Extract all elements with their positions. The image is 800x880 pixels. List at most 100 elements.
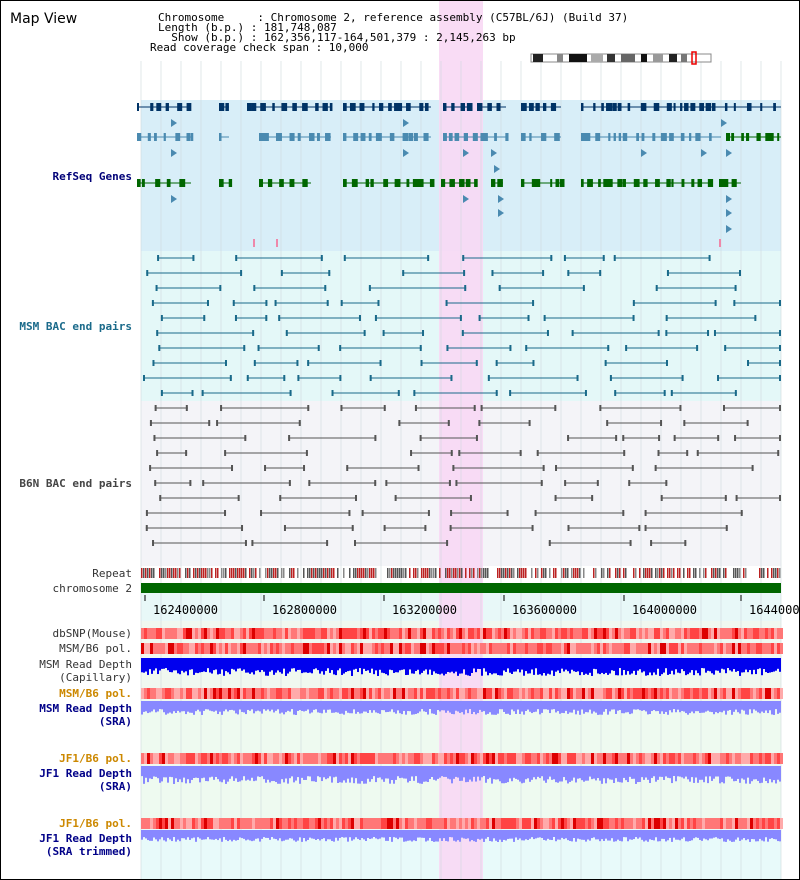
heat-strip-cell (342, 688, 345, 699)
read-depth-bar (341, 766, 343, 783)
repeat-mark (175, 568, 177, 578)
read-depth-bar (623, 830, 625, 838)
heat-strip-cell (456, 643, 459, 654)
read-depth-bar (459, 701, 461, 713)
bac-pair-end (251, 540, 254, 546)
heat-strip-cell (660, 753, 663, 764)
read-depth-bar (777, 658, 779, 669)
heat-strip-cell (546, 643, 549, 654)
track-label-dbsnp[interactable]: dbSNP(Mouse) (52, 627, 132, 640)
read-depth-bar (715, 766, 717, 777)
read-depth-bar (281, 830, 283, 842)
track-label-jf1-depth-sra[interactable]: JF1 Read Depth (39, 767, 132, 780)
bac-pair-end (495, 360, 498, 366)
heat-strip-cell (267, 643, 270, 654)
read-depth-bar (523, 658, 525, 676)
heat-strip-cell (246, 753, 249, 764)
read-depth-bar (521, 766, 523, 784)
heat-strip-cell (213, 628, 216, 639)
heat-strip-cell (300, 818, 303, 829)
read-depth-bar (227, 701, 229, 712)
heat-strip-cell (477, 628, 480, 639)
read-depth-bar (463, 658, 465, 670)
track-label-b6n-bac[interactable]: B6N BAC end pairs (19, 477, 132, 490)
read-depth-bar (339, 766, 341, 783)
heat-strip-cell (636, 688, 639, 699)
heat-strip-cell (720, 643, 723, 654)
repeat-mark (425, 568, 427, 578)
read-depth-bar (647, 658, 649, 676)
track-label-msm-b6-pol[interactable]: MSM/B6 pol. (59, 642, 132, 655)
read-depth-bar (487, 830, 489, 838)
read-depth-bar (389, 658, 391, 670)
read-depth-bar (709, 766, 711, 777)
heat-strip-cell (621, 753, 624, 764)
heat-strip-cell (519, 688, 522, 699)
bac-pair-end (153, 435, 156, 441)
repeat-mark (601, 568, 603, 578)
read-depth-bar (513, 701, 515, 712)
heat-strip-cell (360, 643, 363, 654)
read-depth-bar (159, 830, 161, 840)
track-label-refseq[interactable]: RefSeq Genes (52, 170, 132, 183)
read-depth-bar (277, 766, 279, 784)
bac-pair-end (567, 525, 570, 531)
read-depth-bar (365, 658, 367, 671)
read-depth-bar (181, 658, 183, 671)
read-depth-bar (771, 830, 773, 839)
read-depth-bar (619, 830, 621, 841)
heat-strip-cell (627, 753, 630, 764)
heat-strip-cell (444, 818, 447, 829)
gene-exon (417, 179, 424, 187)
repeat-mark (635, 568, 637, 578)
bac-pair-end (278, 315, 281, 321)
read-depth-bar (233, 830, 235, 840)
read-depth-bar (715, 658, 717, 671)
heat-strip-cell (372, 688, 375, 699)
read-depth-bar (385, 830, 387, 841)
heat-strip-cell (339, 753, 342, 764)
read-depth-bar (479, 830, 481, 840)
read-depth-bar (657, 658, 659, 669)
read-depth-bar (285, 766, 287, 779)
read-depth-bar (657, 701, 659, 712)
gene-exon (424, 103, 429, 111)
repeat-mark (517, 568, 519, 578)
track-label-msm-depth-cap[interactable]: MSM Read Depth (39, 658, 132, 671)
repeat-mark (525, 568, 527, 578)
gene-exon (773, 103, 776, 111)
read-depth-bar (343, 701, 345, 715)
track-label-msm-b6-pol-2[interactable]: MSM/B6 pol. (59, 687, 132, 700)
heat-strip-cell (660, 818, 663, 829)
repeat-mark (479, 568, 481, 578)
bac-pair-end (234, 315, 237, 321)
track-label-jf1-b6-pol[interactable]: JF1/B6 pol. (59, 752, 132, 765)
track-label-jf1-b6-pol-2[interactable]: JF1/B6 pol. (59, 817, 132, 830)
heat-strip-cell (747, 818, 750, 829)
track-label-jf1-depth-trim[interactable]: JF1 Read Depth (39, 832, 132, 845)
read-depth-bar (151, 830, 153, 841)
read-depth-bar (189, 830, 191, 840)
read-depth-bar (453, 830, 455, 841)
track-label-msm-bac[interactable]: MSM BAC end pairs (19, 320, 132, 333)
read-depth-bar (597, 701, 599, 715)
gene-exon (607, 179, 613, 187)
heat-strip-cell (165, 628, 168, 639)
read-depth-bar (571, 701, 573, 713)
read-depth-bar (767, 766, 769, 784)
read-depth-bar (691, 658, 693, 671)
heat-strip-cell (435, 753, 438, 764)
heat-strip-cell (282, 643, 285, 654)
bac-pair-end (155, 285, 158, 291)
track-label-msm-depth-sra[interactable]: MSM Read Depth (39, 702, 132, 715)
heat-strip-cell (759, 818, 762, 829)
gene-exon (429, 179, 435, 187)
heat-strip-cell (762, 753, 765, 764)
heat-strip-cell (153, 688, 156, 699)
repeat-mark (327, 568, 329, 578)
gene-exon (316, 133, 320, 141)
repeat-mark (267, 568, 269, 578)
read-depth-bar (679, 766, 681, 777)
bac-pair-end (420, 360, 423, 366)
